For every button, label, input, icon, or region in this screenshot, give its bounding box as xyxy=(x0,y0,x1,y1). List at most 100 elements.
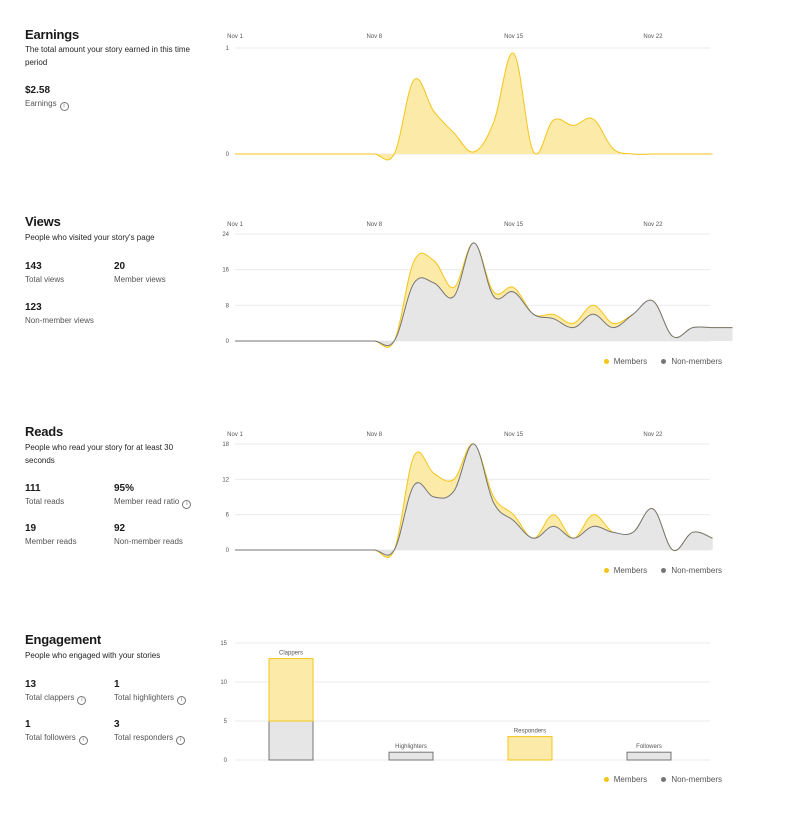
earnings-chart: Nov 1 Nov 8 Nov 15 Nov 22 0 1 xyxy=(226,34,713,161)
x-tick-label: Nov 1 xyxy=(227,222,243,228)
stat-label: Non-member reads xyxy=(114,537,183,546)
reads-section: Reads People who read your story for at … xyxy=(0,410,800,610)
stat-value: 3 xyxy=(114,719,120,730)
stat-label: Member read ratio xyxy=(114,497,180,506)
stat-value: $2.58 xyxy=(25,85,51,96)
stat-total-responders: 3 Total responders i xyxy=(114,718,204,745)
y-tick-label: 0 xyxy=(226,548,230,554)
nonmembers-dot-icon xyxy=(661,777,667,782)
legend-nonmembers: Non-members xyxy=(661,357,722,366)
legend-members: Members xyxy=(603,566,647,575)
nonmembers-area xyxy=(235,443,713,556)
stat-earnings: $2.58 Earnings i xyxy=(25,84,115,111)
views-legend: Members Non-members xyxy=(592,357,722,366)
info-icon[interactable]: i xyxy=(177,696,187,705)
bar-category-label: Responders xyxy=(514,729,546,735)
x-tick-label: Nov 22 xyxy=(643,432,663,438)
bar-category-label: Followers xyxy=(636,744,662,750)
y-tick-label: 6 xyxy=(226,513,230,519)
info-icon[interactable]: i xyxy=(176,736,186,745)
stat-nonmember-reads: 92 Non-member reads xyxy=(114,522,204,548)
stat-nonmember-views: 123 Non-member views xyxy=(25,301,115,327)
nonmembers-dot-icon xyxy=(661,359,667,364)
bar-members xyxy=(507,736,553,761)
stat-label: Earnings xyxy=(25,99,57,108)
legend-nonmembers: Non-members xyxy=(661,566,722,575)
earnings-description: The total amount your story earned in th… xyxy=(25,45,190,67)
y-tick-label: 12 xyxy=(222,477,229,483)
x-tick-label: Nov 22 xyxy=(643,222,663,228)
members-dot-icon xyxy=(603,568,609,573)
stat-total-clappers: 13 Total clappers i xyxy=(25,678,115,705)
x-tick-label: Nov 8 xyxy=(366,34,382,40)
stat-value: 111 xyxy=(25,483,41,494)
x-tick-label: Nov 15 xyxy=(504,432,524,438)
nonmembers-line xyxy=(235,443,713,556)
reads-chart: Nov 1 Nov 8 Nov 15 Nov 22 0 6 12 18 xyxy=(222,432,713,558)
stat-value: 1 xyxy=(25,719,31,730)
reads-legend: Members Non-members xyxy=(592,566,722,575)
info-icon[interactable]: i xyxy=(182,500,192,509)
stat-label: Member views xyxy=(114,275,166,284)
y-tick-label: 1 xyxy=(226,46,230,52)
stat-value: 95% xyxy=(114,483,135,494)
views-section: Views People who visited your story's pa… xyxy=(0,200,800,400)
bar-category-label: Clappers xyxy=(279,651,303,657)
members-line xyxy=(235,52,713,161)
stat-value: 13 xyxy=(25,679,37,690)
bar-members xyxy=(268,658,314,722)
legend-members: Members xyxy=(603,357,647,366)
y-tick-label: 18 xyxy=(222,442,229,448)
legend-nonmembers: Non-members xyxy=(661,775,722,784)
members-dot-icon xyxy=(603,359,609,364)
nonmembers-dot-icon xyxy=(661,568,667,573)
members-dot-icon xyxy=(603,777,609,782)
stat-total-views: 143 Total views xyxy=(25,260,115,286)
bar-nonmembers xyxy=(388,751,434,761)
stat-label: Total responders xyxy=(114,733,174,742)
stat-value: 92 xyxy=(114,523,126,534)
bar-nonmembers xyxy=(626,751,672,761)
bar-category-label: Highlighters xyxy=(395,744,427,750)
stat-member-reads: 19 Member reads xyxy=(25,522,115,548)
stat-value: 143 xyxy=(25,261,42,272)
info-icon[interactable]: i xyxy=(78,736,88,745)
y-tick-label: 0 xyxy=(226,339,230,345)
info-icon[interactable]: i xyxy=(59,102,69,111)
x-tick-label: Nov 1 xyxy=(227,432,243,438)
y-tick-label: 10 xyxy=(220,680,227,686)
views-title: Views xyxy=(25,214,61,229)
y-tick-label: 5 xyxy=(224,719,228,725)
stat-label: Member reads xyxy=(25,537,77,546)
x-tick-label: Nov 1 xyxy=(227,34,243,40)
stat-label: Total followers xyxy=(25,733,76,742)
engagement-legend: Members Non-members xyxy=(592,775,722,784)
stat-value: 123 xyxy=(25,302,42,313)
members-area xyxy=(235,52,713,160)
stat-label: Non-member views xyxy=(25,316,94,325)
stat-member-views: 20 Member views xyxy=(114,260,204,286)
x-tick-label: Nov 8 xyxy=(366,432,382,438)
nonmembers-line xyxy=(234,242,733,347)
bar-nonmembers xyxy=(268,720,314,761)
engagement-chart: 0 5 10 15 Clappers Highlighters Responders Foll… xyxy=(220,641,710,764)
stat-member-read-ratio: 95% Member read ratio i xyxy=(114,482,204,509)
legend-members: Members xyxy=(603,775,647,784)
y-tick-label: 0 xyxy=(226,152,230,158)
stat-total-followers: 1 Total followers i xyxy=(25,718,115,745)
earnings-title: Earnings xyxy=(25,27,80,42)
earnings-section: Earnings The total amount your story ear… xyxy=(0,0,800,200)
stat-value: 1 xyxy=(114,679,120,690)
stat-total-highlighters: 1 Total highlighters i xyxy=(114,678,204,705)
stat-value: 19 xyxy=(25,523,37,534)
views-chart: Nov 1 Nov 8 Nov 15 Nov 22 0 8 16 24 xyxy=(222,222,733,348)
x-tick-label: Nov 15 xyxy=(504,34,524,40)
reads-description: People who read your story for at least … xyxy=(25,443,174,465)
y-tick-label: 8 xyxy=(226,303,230,309)
y-tick-label: 15 xyxy=(220,641,227,647)
info-icon[interactable]: i xyxy=(77,696,87,705)
stat-value: 20 xyxy=(114,261,126,272)
y-tick-label: 16 xyxy=(222,268,229,274)
engagement-title: Engagement xyxy=(25,632,102,647)
y-tick-label: 0 xyxy=(224,758,228,764)
